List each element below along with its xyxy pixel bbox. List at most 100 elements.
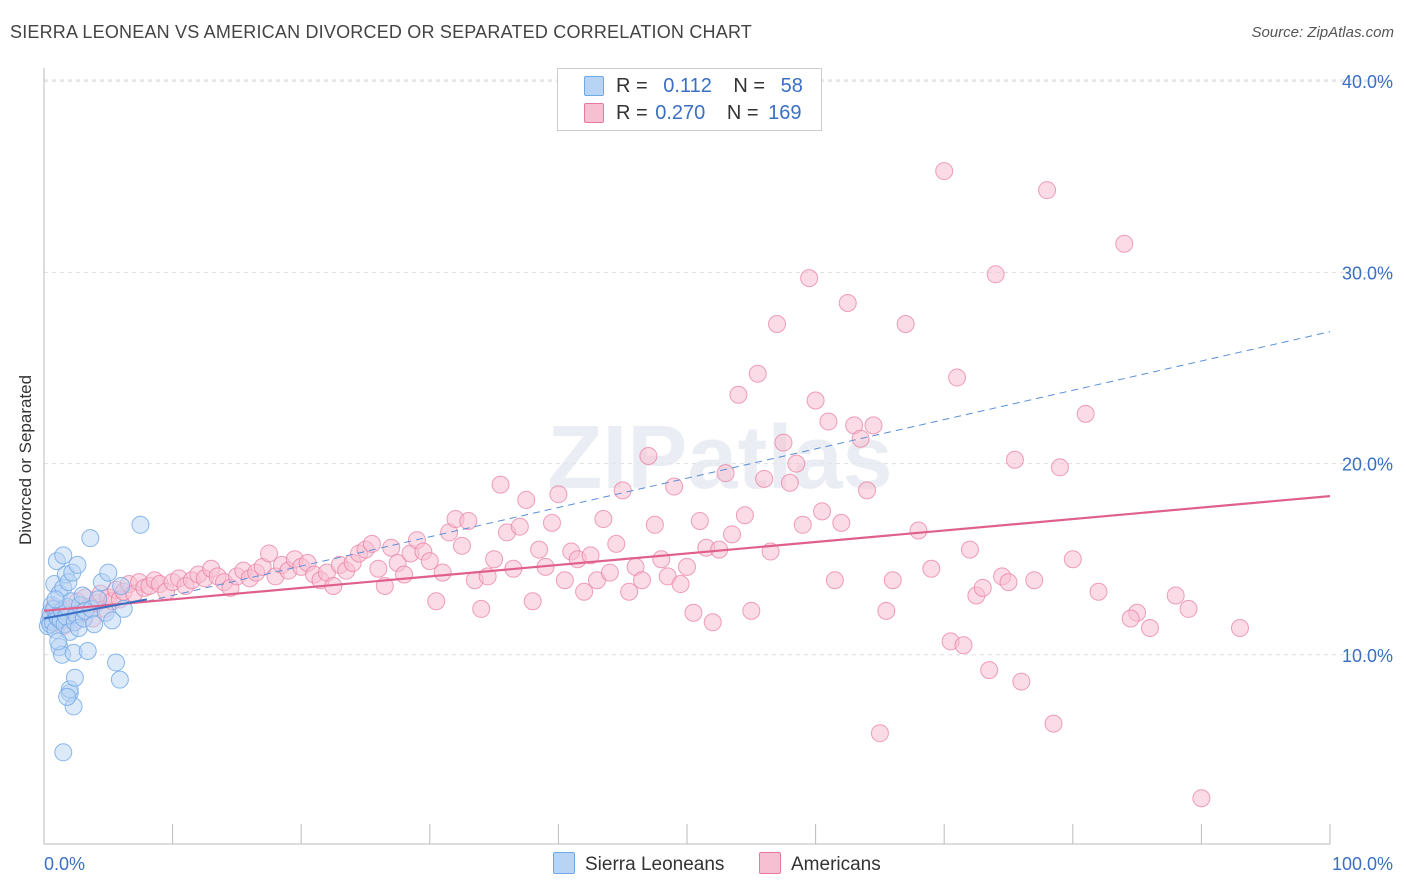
- watermark: ZIPatlas: [547, 408, 892, 508]
- american-point: [420, 552, 439, 571]
- legend-r-value: 0.112: [663, 75, 712, 97]
- american-point: [1089, 582, 1108, 601]
- trend-line-sierra-leoneans: [43, 598, 148, 620]
- american-point: [678, 557, 696, 576]
- american-point: [851, 429, 870, 448]
- american-point: [935, 162, 954, 181]
- american-point: [1121, 609, 1140, 628]
- american-point: [620, 582, 639, 601]
- american-point: [517, 490, 536, 509]
- legend-r-label: R =: [616, 75, 648, 97]
- legend-row-americans: R = 0.270 N = 169: [616, 101, 802, 125]
- legend-n-label: N =: [733, 75, 766, 97]
- american-point: [452, 536, 471, 555]
- sierra-leonean-point: [110, 670, 129, 689]
- american-point: [755, 469, 774, 488]
- american-point: [735, 506, 754, 525]
- american-point: [716, 464, 735, 483]
- american-point: [600, 563, 619, 582]
- american-point: [645, 515, 664, 534]
- american-point: [787, 454, 806, 473]
- american-point: [1230, 619, 1249, 638]
- sierra-leonean-point: [103, 611, 122, 630]
- sierra-leonean-point: [49, 632, 68, 651]
- american-point: [555, 571, 574, 590]
- american-point: [723, 525, 742, 544]
- american-point: [793, 515, 812, 534]
- y-tick-label: 30.0%: [1342, 263, 1393, 283]
- american-point: [748, 364, 767, 383]
- legend-label: Americans: [791, 854, 881, 875]
- american-point: [780, 473, 799, 492]
- american-point: [1050, 458, 1069, 477]
- sierra-leonean-point: [54, 743, 73, 762]
- sierra-leonean-point: [78, 641, 97, 660]
- american-point: [369, 559, 388, 578]
- american-point: [1192, 789, 1211, 808]
- stats-legend: R = 0.112 N = 58 R = 0.270 N = 169: [557, 68, 822, 131]
- american-point: [690, 511, 709, 530]
- american-point: [1179, 599, 1198, 618]
- american-point: [613, 481, 632, 500]
- american-point: [530, 540, 549, 559]
- american-point: [832, 513, 851, 532]
- american-point: [729, 385, 748, 404]
- american-point: [459, 511, 478, 530]
- american-point: [986, 265, 1005, 284]
- american-point: [896, 315, 915, 334]
- american-point: [858, 481, 877, 500]
- american-point: [382, 538, 401, 557]
- american-point: [581, 546, 600, 565]
- american-point: [774, 433, 793, 452]
- legend-swatch-blue: [553, 852, 575, 874]
- y-tick-label: 10.0%: [1342, 646, 1393, 666]
- legend-n-value: 169: [768, 102, 802, 124]
- american-point: [1044, 714, 1063, 733]
- american-point: [1076, 404, 1095, 423]
- american-point: [1166, 586, 1185, 605]
- sierra-leonean-point: [58, 687, 77, 706]
- american-point: [870, 724, 889, 743]
- legend-n-value: 58: [780, 75, 803, 97]
- american-point: [800, 269, 819, 288]
- american-point: [523, 592, 542, 611]
- american-point: [960, 540, 979, 559]
- american-point: [819, 412, 838, 431]
- x-tick-label: 0.0%: [44, 854, 85, 874]
- legend-swatch-pink: [584, 103, 604, 123]
- american-point: [877, 601, 896, 620]
- legend-n-label: N =: [726, 102, 759, 124]
- american-point: [1038, 181, 1057, 200]
- american-point: [999, 573, 1018, 592]
- american-point: [542, 513, 561, 532]
- trend-dashed-extension: [146, 331, 1331, 602]
- legend-item-americans: Americans: [759, 852, 881, 876]
- american-point: [864, 416, 883, 435]
- american-point: [684, 603, 703, 622]
- legend-r-label: R =: [616, 102, 648, 124]
- american-point: [948, 368, 967, 387]
- sierra-leonean-point: [54, 546, 73, 565]
- sierra-leonean-point: [85, 615, 104, 634]
- legend-swatch-blue: [584, 76, 604, 96]
- sierra-leoneans-points: [38, 515, 150, 762]
- trend-line-americans: [43, 495, 1331, 612]
- american-point: [607, 534, 626, 553]
- american-point: [395, 565, 414, 584]
- american-point: [491, 475, 510, 494]
- sierra-leonean-point: [107, 653, 126, 672]
- chart-title: SIERRA LEONEAN VS AMERICAN DIVORCED OR S…: [10, 22, 753, 42]
- americans-points: [41, 162, 1249, 808]
- american-point: [260, 544, 279, 563]
- american-point: [472, 599, 491, 618]
- american-point: [980, 661, 999, 680]
- american-point: [549, 485, 568, 504]
- legend-r-value: 0.270: [655, 102, 706, 124]
- legend-item-sierra-leoneans: Sierra Leoneans: [553, 852, 724, 876]
- american-point: [954, 636, 973, 655]
- american-point: [838, 293, 857, 312]
- american-point: [1005, 450, 1024, 469]
- american-point: [594, 510, 613, 529]
- american-point: [806, 391, 825, 410]
